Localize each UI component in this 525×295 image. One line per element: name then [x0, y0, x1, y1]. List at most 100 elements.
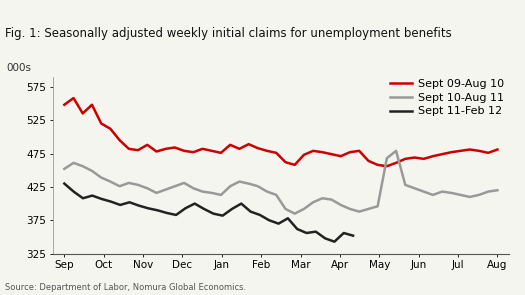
- Sept 11-Feb 12: [80, 196, 86, 200]
- Sept 11-Feb 12: [201, 207, 207, 211]
- Sept 11-Feb 12: [61, 182, 67, 185]
- Sept 11-Feb 12: [127, 201, 133, 204]
- Sept 09-Aug 10: [61, 103, 67, 106]
- Sept 11-Feb 12: [154, 209, 161, 212]
- Sept 10-Aug 11: [494, 189, 500, 192]
- Sept 10-Aug 11: [374, 204, 381, 208]
- Sept 10-Aug 11: [356, 210, 362, 213]
- Sept 10-Aug 11: [402, 183, 408, 187]
- Sept 09-Aug 10: [227, 143, 233, 147]
- Sept 09-Aug 10: [467, 148, 473, 151]
- Sept 09-Aug 10: [255, 146, 261, 150]
- Sept 09-Aug 10: [412, 156, 418, 159]
- Sept 11-Feb 12: [108, 200, 114, 203]
- Sept 10-Aug 11: [448, 191, 455, 195]
- Sept 10-Aug 11: [282, 207, 289, 211]
- Sept 09-Aug 10: [439, 153, 445, 156]
- Sept 09-Aug 10: [301, 153, 307, 157]
- Sept 10-Aug 11: [273, 193, 279, 197]
- Sept 10-Aug 11: [255, 184, 261, 188]
- Sept 09-Aug 10: [125, 147, 132, 151]
- Sept 10-Aug 11: [476, 193, 482, 197]
- Sept 09-Aug 10: [365, 159, 372, 163]
- Sept 09-Aug 10: [374, 163, 381, 167]
- Text: Source: Department of Labor, Nomura Global Economics.: Source: Department of Labor, Nomura Glob…: [5, 283, 246, 292]
- Sept 09-Aug 10: [282, 160, 289, 164]
- Sept 11-Feb 12: [303, 231, 310, 235]
- Sept 09-Aug 10: [144, 143, 150, 147]
- Sept 10-Aug 11: [439, 190, 445, 193]
- Sept 10-Aug 11: [190, 186, 196, 190]
- Sept 09-Aug 10: [163, 147, 169, 151]
- Sept 11-Feb 12: [192, 202, 198, 205]
- Sept 11-Feb 12: [322, 237, 328, 240]
- Sept 09-Aug 10: [393, 161, 399, 165]
- Sept 11-Feb 12: [285, 217, 291, 220]
- Sept 10-Aug 11: [125, 181, 132, 185]
- Sept 09-Aug 10: [264, 149, 270, 153]
- Sept 11-Feb 12: [247, 210, 254, 213]
- Sept 09-Aug 10: [153, 150, 160, 153]
- Sept 11-Feb 12: [257, 213, 263, 217]
- Sept 11-Feb 12: [70, 190, 77, 193]
- Sept 11-Feb 12: [117, 203, 123, 207]
- Sept 10-Aug 11: [236, 180, 243, 183]
- Sept 09-Aug 10: [200, 147, 206, 151]
- Sept 09-Aug 10: [236, 147, 243, 151]
- Sept 10-Aug 11: [365, 207, 372, 211]
- Sept 09-Aug 10: [476, 149, 482, 153]
- Sept 11-Feb 12: [164, 211, 170, 215]
- Sept 10-Aug 11: [393, 149, 399, 153]
- Legend: Sept 09-Aug 10, Sept 10-Aug 11, Sept 11-Feb 12: Sept 09-Aug 10, Sept 10-Aug 11, Sept 11-…: [390, 79, 503, 117]
- Sept 09-Aug 10: [291, 163, 298, 167]
- Sept 09-Aug 10: [117, 138, 123, 142]
- Sept 09-Aug 10: [457, 149, 464, 153]
- Sept 10-Aug 11: [135, 183, 141, 187]
- Sept 09-Aug 10: [273, 151, 279, 155]
- Sept 10-Aug 11: [347, 207, 353, 211]
- Sept 10-Aug 11: [208, 191, 215, 195]
- Sept 09-Aug 10: [494, 148, 500, 151]
- Sept 10-Aug 11: [227, 184, 233, 188]
- Sept 10-Aug 11: [218, 193, 224, 197]
- Sept 09-Aug 10: [172, 146, 178, 149]
- Sept 10-Aug 11: [319, 196, 326, 200]
- Text: Fig. 1: Seasonally adjusted weekly initial claims for unemployment benefits: Fig. 1: Seasonally adjusted weekly initi…: [5, 27, 452, 40]
- Sept 10-Aug 11: [329, 198, 335, 201]
- Sept 11-Feb 12: [135, 204, 142, 207]
- Sept 09-Aug 10: [190, 150, 196, 154]
- Sept 10-Aug 11: [117, 184, 123, 188]
- Sept 09-Aug 10: [80, 112, 86, 115]
- Sept 10-Aug 11: [144, 186, 150, 190]
- Sept 11-Feb 12: [238, 202, 245, 205]
- Sept 10-Aug 11: [301, 207, 307, 211]
- Sept 09-Aug 10: [246, 142, 252, 146]
- Text: 000s: 000s: [7, 63, 32, 73]
- Sept 09-Aug 10: [448, 150, 455, 154]
- Sept 11-Feb 12: [145, 206, 151, 210]
- Sept 09-Aug 10: [319, 150, 326, 154]
- Sept 10-Aug 11: [338, 203, 344, 207]
- Sept 09-Aug 10: [70, 96, 77, 100]
- Sept 10-Aug 11: [291, 212, 298, 215]
- Sept 11-Feb 12: [98, 197, 104, 201]
- Sept 11-Feb 12: [294, 227, 300, 231]
- Line: Sept 10-Aug 11: Sept 10-Aug 11: [64, 151, 497, 214]
- Sept 09-Aug 10: [421, 157, 427, 160]
- Sept 10-Aug 11: [181, 181, 187, 185]
- Sept 10-Aug 11: [430, 193, 436, 197]
- Sept 10-Aug 11: [153, 191, 160, 195]
- Sept 10-Aug 11: [467, 195, 473, 199]
- Sept 10-Aug 11: [421, 190, 427, 193]
- Sept 09-Aug 10: [329, 153, 335, 156]
- Sept 10-Aug 11: [457, 193, 464, 197]
- Sept 10-Aug 11: [384, 156, 390, 160]
- Sept 09-Aug 10: [310, 149, 316, 153]
- Sept 11-Feb 12: [276, 222, 282, 225]
- Sept 10-Aug 11: [172, 184, 178, 188]
- Sept 10-Aug 11: [61, 167, 67, 171]
- Sept 10-Aug 11: [412, 186, 418, 190]
- Sept 09-Aug 10: [107, 127, 113, 131]
- Sept 10-Aug 11: [310, 201, 316, 204]
- Sept 11-Feb 12: [331, 240, 338, 243]
